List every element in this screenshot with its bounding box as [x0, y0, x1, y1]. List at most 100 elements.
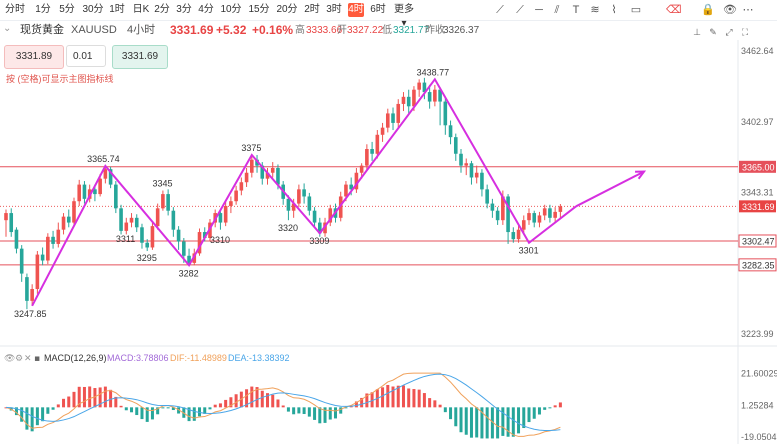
- eraser-icon[interactable]: ⌫: [666, 4, 682, 16]
- dea-line: [5, 373, 561, 432]
- candle: [417, 79, 421, 97]
- candle-body: [46, 236, 50, 261]
- prev-close-value: 3326.37: [443, 25, 480, 36]
- macd-bar: [438, 404, 442, 408]
- scale-icon[interactable]: ⊥: [693, 27, 701, 37]
- candle: [129, 213, 134, 228]
- macd-settings-icon[interactable]: ⚙: [15, 354, 23, 364]
- macd-bar: [459, 407, 463, 433]
- lock-icon[interactable]: 🔒: [701, 4, 715, 16]
- candle-body: [166, 194, 170, 211]
- candle-body: [448, 125, 453, 138]
- draw-icon[interactable]: ✎: [709, 27, 717, 37]
- rect-icon[interactable]: ▭: [630, 4, 642, 16]
- visible-icon[interactable]: 👁: [723, 4, 737, 16]
- candle-body: [192, 253, 197, 263]
- macd-close-icon[interactable]: ✕: [24, 354, 32, 364]
- buy-price-button[interactable]: 3331.69: [112, 45, 168, 69]
- interval-label[interactable]: 4小时: [127, 24, 156, 36]
- ray-icon[interactable]: ⟋: [516, 4, 524, 16]
- candle: [40, 247, 45, 266]
- timeframe-3分[interactable]: 3分: [176, 4, 192, 15]
- candle-body: [176, 229, 181, 242]
- trendline-icon[interactable]: ⟋: [496, 4, 504, 16]
- candle-body: [265, 172, 270, 179]
- macd-bar: [224, 399, 228, 408]
- chevron-down-icon[interactable]: ⌄: [3, 23, 12, 34]
- candle: [537, 211, 542, 228]
- candle: [380, 122, 385, 142]
- candle: [72, 197, 76, 225]
- macd-bar: [433, 400, 437, 408]
- swing-label: 3375: [241, 143, 261, 153]
- level-tag: [738, 258, 777, 272]
- candle-body: [527, 213, 531, 221]
- candle-body: [375, 134, 380, 154]
- candle: [474, 165, 479, 184]
- fullscreen-icon[interactable]: ⛶: [741, 27, 749, 37]
- timeframe-4分[interactable]: 4分: [198, 4, 214, 15]
- text-tool-icon[interactable]: T: [572, 4, 580, 16]
- candle-body: [140, 227, 144, 243]
- fib-icon[interactable]: ≋: [590, 4, 600, 16]
- candle-body: [14, 229, 19, 249]
- symbol-name[interactable]: 现货黄金: [20, 24, 64, 36]
- low-value: 3321.77: [393, 25, 430, 36]
- timeframe-分时[interactable]: 分时: [5, 4, 25, 15]
- macd-bar: [130, 407, 134, 413]
- macd-bar: [135, 407, 139, 416]
- macd-bar: [98, 387, 102, 408]
- timeframe-1分[interactable]: 1分: [35, 4, 51, 15]
- pattern-icon[interactable]: ⌇: [611, 4, 617, 16]
- timeframe-20分[interactable]: 20分: [276, 4, 298, 15]
- candle: [354, 167, 359, 193]
- candle-body: [77, 184, 82, 202]
- candle: [35, 251, 40, 294]
- timeframe-2分[interactable]: 2分: [154, 4, 170, 15]
- timeframe-3时[interactable]: 3时: [326, 4, 342, 15]
- candle-body: [406, 96, 411, 107]
- sell-price-button[interactable]: 3331.89: [4, 45, 64, 69]
- timeframe-4时[interactable]: 4时: [348, 3, 364, 17]
- candle: [155, 203, 160, 230]
- timeframe-6时[interactable]: 6时: [370, 4, 386, 15]
- candle: [270, 162, 275, 178]
- macd-title: MACD(12,26,9): [44, 353, 107, 363]
- macd-bar: [386, 384, 390, 408]
- horizontal-line-icon[interactable]: ─: [535, 4, 543, 16]
- macd-bar: [391, 386, 395, 408]
- candle-body: [103, 169, 108, 179]
- timeframe-更多[interactable]: 更多▾: [394, 4, 414, 29]
- timeframe-15分[interactable]: 15分: [248, 4, 270, 15]
- macd-bar: [56, 404, 60, 408]
- timeframe-5分[interactable]: 5分: [59, 4, 75, 15]
- candle-body: [506, 196, 510, 233]
- macd-bar: [532, 407, 536, 419]
- timeframe-1时[interactable]: 1时: [109, 4, 125, 15]
- macd-bar: [51, 407, 55, 410]
- macd-bar: [313, 407, 317, 420]
- arrow-head: [635, 170, 647, 180]
- timeframe-10分[interactable]: 10分: [220, 4, 242, 15]
- candle: [82, 181, 87, 204]
- candle: [548, 204, 552, 223]
- candle: [108, 166, 113, 189]
- timeframe-日K[interactable]: 日K: [132, 4, 150, 15]
- candle-body: [433, 89, 437, 102]
- candle-body: [459, 153, 463, 166]
- more-icon[interactable]: ⋯: [742, 4, 754, 16]
- lot-size-input[interactable]: 0.01: [66, 45, 106, 67]
- timeframe-30分[interactable]: 30分: [82, 4, 104, 15]
- timeframe-2时[interactable]: 2时: [304, 4, 320, 15]
- ruler-icon[interactable]: ⤢: [725, 27, 733, 37]
- candle-body: [553, 211, 557, 218]
- level-label: 3302.47: [742, 236, 775, 246]
- macd-eye-icon[interactable]: 👁: [4, 354, 15, 364]
- candle: [480, 169, 484, 197]
- macd-menu-icon[interactable]: ▪: [34, 354, 40, 364]
- candle-body: [354, 172, 359, 190]
- macd-bar: [198, 407, 202, 417]
- candle: [234, 185, 238, 205]
- parallel-icon[interactable]: ⫽: [554, 4, 560, 16]
